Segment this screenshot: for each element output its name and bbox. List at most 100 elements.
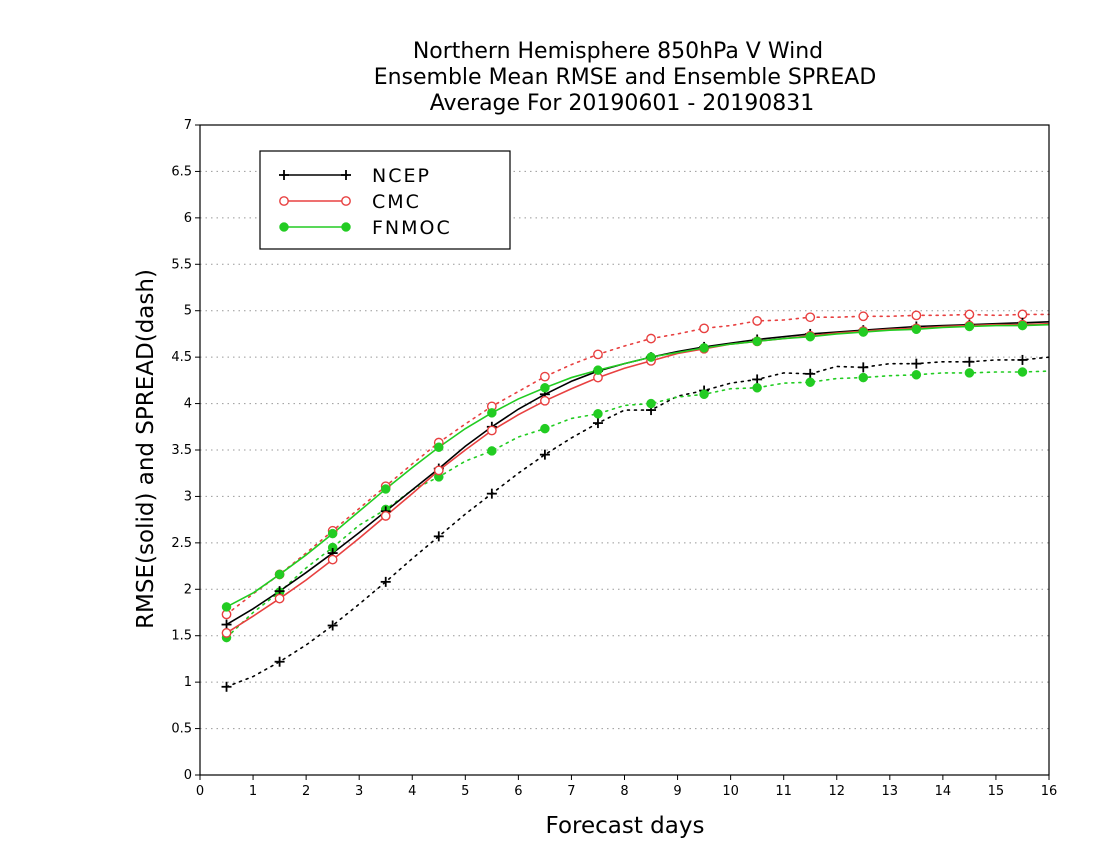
cmc-spread-line: [225, 313, 1050, 616]
fnmoc-spread-point: [805, 377, 815, 387]
legend-label-cmc: CMC: [372, 191, 421, 213]
x-tick-label: 7: [567, 784, 575, 799]
legend-marker-start-ncep: [279, 170, 289, 180]
cmc-spread-point: [699, 323, 709, 334]
cmc-spread-point: [646, 333, 656, 344]
x-tick-label: 11: [775, 784, 792, 799]
cmc-rmse-point: [486, 425, 497, 436]
ncep-spread-point: [274, 656, 285, 667]
legend-marker-end-ncep: [341, 170, 351, 180]
y-tick-label: 5.5: [171, 257, 192, 272]
ncep-spread-point: [964, 356, 975, 367]
fnmoc-spread-point: [646, 398, 656, 409]
x-tick-label: 12: [828, 784, 845, 799]
cmc-spread-point: [593, 349, 603, 360]
fnmoc-rmse-point: [752, 336, 762, 347]
cmc-spread-point: [858, 311, 869, 322]
fnmoc-rmse-point: [699, 343, 709, 353]
fnmoc-spread-point: [752, 383, 762, 393]
ncep-spread-point: [433, 531, 444, 542]
x-tick-label: 3: [355, 784, 363, 799]
ncep-spread-point: [592, 418, 603, 429]
legend-marker-start-fnmoc: [279, 222, 289, 232]
y-tick-label: 0.5: [171, 722, 192, 737]
fnmoc-rmse-point: [540, 383, 550, 393]
fnmoc-spread-point: [964, 368, 975, 378]
y-tick-label: 6.5: [171, 164, 192, 179]
x-tick-label: 1: [249, 784, 257, 799]
fnmoc-rmse-point: [911, 324, 922, 335]
legend-marker-end-cmc: [341, 196, 351, 206]
fnmoc-rmse-point: [487, 408, 497, 418]
fnmoc-spread-point: [858, 372, 869, 383]
cmc-rmse-point: [433, 465, 444, 476]
legend-label-fnmoc: FNMOC: [372, 217, 452, 239]
ncep-rmse-line: [226, 321, 1050, 626]
title-line-2: Ensemble Mean RMSE and Ensemble SPREAD: [374, 65, 877, 90]
y-tick-label: 3: [184, 489, 192, 504]
ncep-spread-point: [539, 449, 550, 460]
title-line-1: Northern Hemisphere 850hPa V Wind: [413, 39, 823, 64]
x-tick-label: 10: [722, 784, 739, 799]
cmc-rmse-line: [226, 322, 1050, 634]
fnmoc-rmse-point: [327, 528, 338, 539]
ncep-spread-point: [1017, 354, 1028, 365]
y-tick-label: 7: [184, 118, 192, 133]
ncep-spread-point: [221, 681, 232, 692]
fnmoc-rmse-point: [858, 327, 869, 337]
fnmoc-rmse-point: [221, 602, 232, 612]
y-tick-label: 1.5: [171, 629, 192, 644]
y-tick-label: 4: [184, 397, 192, 412]
y-tick-label: 0: [184, 768, 192, 783]
legend-box: [259, 150, 511, 250]
fnmoc-spread-point: [911, 370, 922, 380]
fnmoc-spread-point: [487, 446, 497, 456]
x-tick-label: 6: [514, 784, 522, 799]
x-tick-label: 15: [988, 784, 1005, 799]
axes: 00.511.522.533.544.555.566.570 1 2 3 4 5 6 7 8 9 1…: [171, 118, 1057, 799]
ncep-spread-point: [805, 368, 816, 379]
y-tick-label: 1: [184, 675, 192, 690]
ncep-spread-point: [327, 620, 338, 631]
ncep-spread-line: [225, 356, 1050, 688]
ncep-spread-point: [858, 362, 869, 373]
fnmoc-rmse-point: [593, 365, 603, 375]
cmc-spread-point: [752, 316, 763, 326]
fnmoc-spread-point: [593, 409, 603, 419]
x-tick-label: 14: [935, 784, 952, 799]
y-axis-label: RMSE(solid) and SPREAD(dash): [133, 269, 159, 629]
fnmoc-rmse-point: [380, 484, 391, 494]
cmc-spread-point: [540, 371, 550, 382]
fnmoc-rmse-point: [274, 569, 285, 580]
fnmoc-rmse-point: [964, 321, 975, 332]
fnmoc-spread-point: [699, 389, 709, 400]
y-tick-label: 3.5: [171, 443, 192, 458]
x-tick-label: 5: [461, 784, 469, 799]
series-layer: [221, 309, 1050, 692]
cmc-spread-point: [964, 309, 975, 320]
x-tick-label: 0: [196, 784, 204, 799]
legend-marker-start-cmc: [279, 196, 289, 206]
fnmoc-rmse-point: [1017, 320, 1028, 331]
fnmoc-rmse-line: [226, 323, 1050, 608]
cmc-spread-point: [1017, 309, 1028, 320]
cmc-rmse-point: [221, 628, 232, 638]
fnmoc-spread-point: [540, 423, 550, 434]
ncep-rmse-point: [221, 619, 232, 630]
ncep-spread-point: [752, 374, 763, 385]
cmc-spread-point: [911, 310, 922, 321]
cmc-rmse-point: [327, 554, 338, 565]
cmc-spread-point: [805, 312, 816, 323]
x-tick-label: 2: [302, 784, 310, 799]
ncep-spread-point: [486, 488, 497, 499]
ncep-spread-point: [380, 576, 391, 587]
x-tick-label: 16: [1041, 784, 1058, 799]
fnmoc-rmse-point: [646, 352, 656, 362]
fnmoc-rmse-point: [805, 331, 815, 342]
y-tick-label: 4.5: [171, 350, 192, 365]
cmc-rmse-point: [380, 511, 391, 521]
gridlines: [200, 170, 1049, 730]
fnmoc-spread-point: [1017, 367, 1028, 377]
legend-label-ncep: NCEP: [372, 165, 431, 187]
